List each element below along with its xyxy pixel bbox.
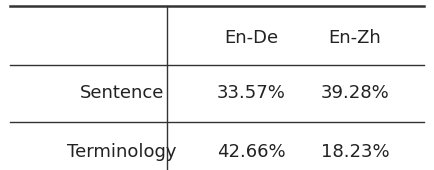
Text: 33.57%: 33.57% <box>217 84 286 102</box>
Text: Terminology: Terminology <box>67 143 177 161</box>
Text: Sentence: Sentence <box>80 84 164 102</box>
Text: En-De: En-De <box>224 29 279 47</box>
Text: 39.28%: 39.28% <box>321 84 389 102</box>
Text: En-Zh: En-Zh <box>329 29 381 47</box>
Text: 18.23%: 18.23% <box>321 143 389 161</box>
Text: 42.66%: 42.66% <box>217 143 286 161</box>
